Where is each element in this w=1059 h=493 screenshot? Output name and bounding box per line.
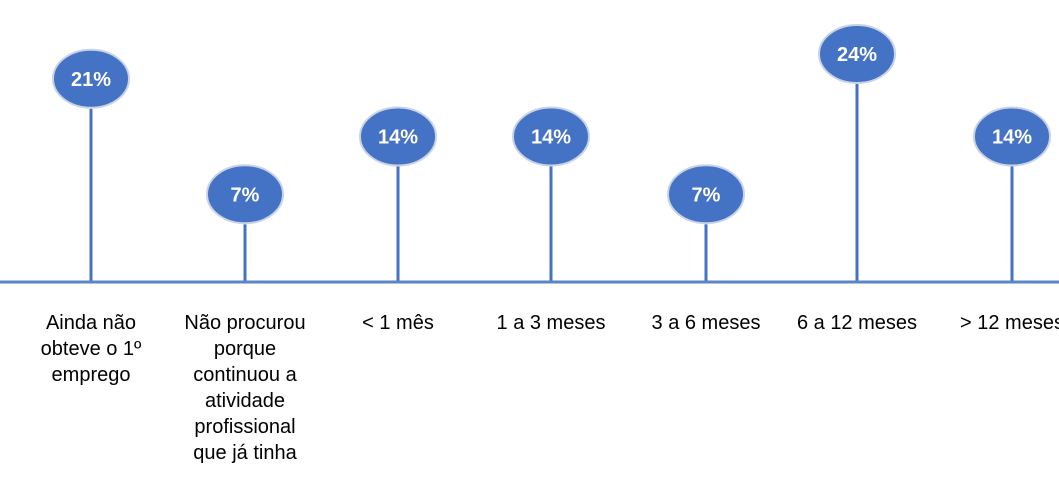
- category-label-5-line-0: 6 a 12 meses: [797, 312, 917, 334]
- category-label-1-line-3: atividade: [205, 390, 285, 412]
- category-label-1-line-0: Não procurou: [184, 312, 305, 334]
- marker-5: [818, 24, 896, 84]
- category-label-0-line-2: emprego: [52, 364, 131, 386]
- data-label-5: 24%: [837, 44, 877, 66]
- category-label-1-line-2: continuou a: [193, 364, 297, 386]
- marker-0: [52, 48, 130, 109]
- category-label-4-line-0: 3 a 6 meses: [652, 312, 761, 334]
- marker-1: [206, 164, 284, 225]
- category-labels-layer: Ainda não obteve o 1º emprego Não procurou p…: [41, 312, 1059, 464]
- category-label-1-line-1: porque: [214, 338, 276, 360]
- category-label-3-line-0: 1 a 3 meses: [497, 312, 606, 334]
- data-label-2: 14%: [378, 127, 418, 149]
- category-label-2: < 1 mês: [362, 312, 434, 334]
- category-label-3: 1 a 3 meses: [497, 312, 606, 334]
- category-label-1: Não procurou porque continuou a atividade pr…: [184, 312, 305, 464]
- category-label-0-line-0: Ainda não: [46, 312, 136, 334]
- category-label-6-line-0: > 12 meses: [960, 312, 1059, 334]
- data-label-3: 14%: [531, 127, 571, 149]
- category-label-0-line-1: obteve o 1º: [41, 338, 142, 360]
- markers-layer: 21% 7% 14% 14% 7% 24% 14%: [52, 24, 1051, 225]
- category-label-4: 3 a 6 meses: [652, 312, 761, 334]
- category-label-5: 6 a 12 meses: [797, 312, 917, 334]
- category-label-1-line-4: profissional: [194, 416, 295, 438]
- category-label-0: Ainda não obteve o 1º emprego: [41, 312, 142, 386]
- marker-4: [667, 164, 745, 225]
- data-label-6: 14%: [992, 127, 1032, 149]
- category-label-6: > 12 meses: [960, 312, 1059, 334]
- data-label-0: 21%: [71, 69, 111, 91]
- stems-layer: [89, 84, 1014, 282]
- marker-3: [512, 106, 590, 167]
- data-label-4: 7%: [692, 184, 721, 206]
- marker-2: [359, 106, 437, 167]
- category-label-2-line-0: < 1 mês: [362, 312, 434, 334]
- data-label-1: 7%: [231, 184, 260, 206]
- category-label-1-line-5: que já tinha: [193, 442, 297, 464]
- marker-6: [973, 106, 1051, 167]
